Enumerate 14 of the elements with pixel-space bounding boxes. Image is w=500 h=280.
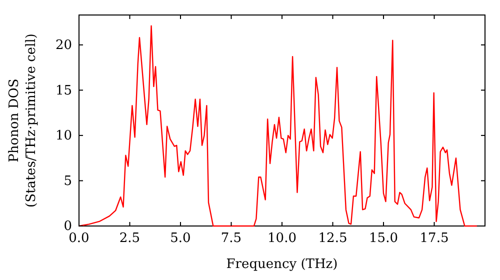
- x-axis-title: Frequency (THz): [226, 257, 338, 272]
- x-tick-label: 5.0: [170, 231, 191, 246]
- y-tick-label: 10: [55, 128, 72, 144]
- x-tick-label: 7.5: [220, 231, 242, 246]
- y-tick-label: 15: [55, 83, 72, 98]
- line-series: [78, 25, 478, 227]
- y-tick-label: 20: [55, 38, 72, 54]
- x-tick-label: 15.0: [369, 231, 398, 246]
- y-tick-label: 5: [64, 174, 72, 189]
- y-axis-title: Phonon DOS (States/THz·primitive cell): [7, 33, 39, 208]
- x-tick-label: 12.5: [318, 231, 348, 246]
- x-tick-label: 2.5: [119, 231, 140, 246]
- x-tick-label: 17.5: [420, 231, 449, 246]
- x-tick-label: 10.0: [268, 231, 296, 246]
